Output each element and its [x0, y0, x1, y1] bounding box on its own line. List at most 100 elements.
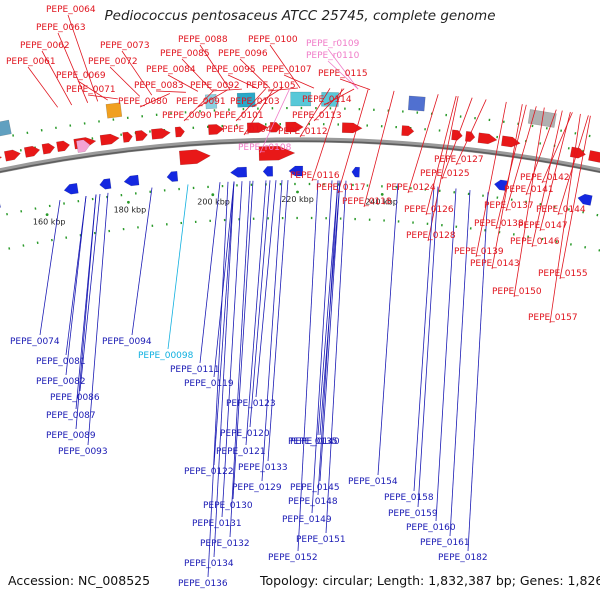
bottom-gene-label-9: PEPE_0111	[170, 365, 220, 375]
top-leader-30	[259, 87, 291, 154]
bottom-gene-label-31: PEPE_0159	[388, 509, 438, 519]
forward-gene-46	[465, 131, 476, 142]
bottom-gene-label-12: PEPE_0120	[220, 429, 270, 439]
top-gene-label-4: PEPE_0069	[56, 71, 106, 81]
top-gene-label-27: PEPE_0114	[302, 95, 352, 105]
bottom-gene-label-28: PEPE_0152	[268, 553, 318, 563]
top-leader-50	[549, 113, 581, 324]
tick-label-6: 200 kbp	[197, 198, 230, 207]
bottom-leader-24	[319, 180, 341, 482]
bottom-gene-label-27: PEPE_0151	[296, 535, 346, 545]
top-leader-26	[339, 78, 371, 90]
bottom-leader-25	[317, 180, 339, 496]
top-leader-10	[155, 90, 186, 93]
top-gene-label-38: PEPE_0128	[406, 231, 456, 241]
label-leader-lines	[27, 14, 591, 578]
forward-gene-48	[501, 135, 521, 148]
top-leader-18	[183, 90, 215, 122]
top-leader-47	[491, 104, 523, 270]
top-leader-38	[427, 96, 459, 242]
top-leader-14	[269, 44, 301, 89]
gene-labels: PEPE_0064PEPE_0063PEPE_0062PEPE_0061PEPE…	[6, 5, 588, 589]
tick-mark-7	[296, 190, 299, 194]
forward-gene-20	[0, 156, 3, 159]
top-leader-15	[227, 74, 259, 89]
top-leader-8	[181, 58, 213, 91]
forward-gene-36	[285, 121, 304, 133]
forward-gene-28	[134, 130, 148, 142]
bottom-leader-3	[79, 193, 101, 392]
forward-gene-30	[174, 126, 185, 138]
top-leader-21	[251, 87, 283, 108]
bottom-leader-29	[377, 183, 399, 476]
top-gene-label-36: PEPE_0124	[386, 183, 436, 193]
reverse-gene-18	[288, 165, 304, 177]
top-leader-44	[539, 111, 571, 232]
top-gene-label-26: PEPE_0115	[318, 69, 368, 79]
forward-gene-26	[99, 133, 120, 146]
top-gene-label-42: PEPE_0138	[474, 219, 524, 229]
large-gene-0	[179, 149, 211, 166]
top-gene-label-20: PEPE_0105	[246, 81, 296, 91]
bottom-leader-27	[325, 180, 347, 534]
annotation-box-8	[0, 119, 12, 137]
top-leader-6	[121, 50, 153, 96]
top-gene-label-35: PEPE_0125	[420, 169, 470, 179]
tick-mark-5	[126, 200, 130, 204]
bottom-gene-label-18: PEPE_0129	[232, 483, 282, 493]
tick-label-5: 180 kbp	[114, 205, 147, 214]
top-leader-11	[139, 93, 170, 108]
top-gene-label-0: PEPE_0064	[46, 5, 96, 15]
forward-gene-32	[208, 124, 224, 136]
top-leader-32	[337, 89, 369, 194]
top-leader-28	[313, 88, 345, 122]
top-gene-label-29: PEPE_0112	[278, 127, 328, 137]
top-gene-label-22: PEPE_0101	[214, 111, 264, 121]
top-leader-1	[57, 32, 89, 103]
top-leader-34	[455, 99, 487, 166]
bottom-leader-21	[229, 180, 251, 538]
bottom-gene-label-13: PEPE_0121	[216, 447, 266, 457]
top-gene-label-10: PEPE_0083	[134, 81, 184, 91]
bottom-leader-23	[207, 181, 229, 578]
bottom-leader-33	[449, 190, 471, 537]
top-gene-label-50: PEPE_0157	[528, 313, 578, 323]
bottom-gene-label-17: PEPE_0140	[290, 437, 340, 447]
annotation-box-15	[290, 91, 312, 107]
top-gene-label-17: PEPE_0091	[176, 97, 226, 107]
bottom-gene-label-6: PEPE_0093	[58, 447, 108, 457]
tick-mark-8	[380, 193, 384, 196]
guide-ring-0	[0, 106, 600, 140]
bottom-gene-label-29: PEPE_0154	[348, 477, 398, 487]
bottom-gene-label-2: PEPE_0082	[36, 377, 86, 387]
top-leader-35	[441, 97, 473, 180]
bottom-gene-label-10: PEPE_0119	[184, 379, 234, 389]
top-leader-5	[87, 94, 118, 100]
top-leader-23	[243, 87, 275, 136]
bottom-gene-label-11: PEPE_0123	[226, 399, 276, 409]
top-leader-29	[299, 88, 331, 138]
top-gene-label-40: PEPE_0141	[504, 185, 554, 195]
bottom-gene-label-25: PEPE_0148	[288, 497, 338, 507]
tick-label-8: 240 kbp	[365, 197, 398, 206]
top-leader-3	[27, 66, 59, 108]
bottom-leader-32	[435, 188, 457, 522]
bottom-leader-11	[255, 180, 277, 398]
top-gene-label-1: PEPE_0063	[36, 23, 86, 33]
top-leader-22	[235, 88, 267, 122]
bottom-gene-label-32: PEPE_0160	[406, 523, 456, 533]
top-gene-label-25: PEPE_r0110	[306, 51, 360, 61]
bottom-leader-8	[167, 184, 189, 350]
bottom-leader-31	[417, 186, 439, 508]
bottom-gene-label-26: PEPE_0149	[282, 515, 332, 525]
bottom-leader-9	[199, 182, 221, 364]
top-gene-label-13: PEPE_0096	[218, 49, 268, 59]
forward-gene-27	[122, 131, 133, 143]
top-leader-12	[199, 44, 231, 90]
top-gene-label-32: PEPE_0117	[316, 183, 366, 193]
top-gene-label-21: PEPE_0103	[230, 97, 280, 107]
top-gene-label-6: PEPE_0073	[100, 41, 150, 51]
top-gene-label-3: PEPE_0061	[6, 57, 56, 67]
forward-gene-39	[341, 122, 363, 134]
